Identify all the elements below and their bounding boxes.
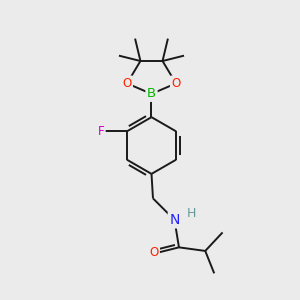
Text: O: O [122, 77, 132, 90]
Text: N: N [169, 213, 180, 227]
Text: H: H [187, 207, 196, 220]
Text: O: O [149, 246, 158, 259]
Text: B: B [147, 87, 156, 101]
Text: O: O [171, 77, 181, 90]
Text: F: F [98, 125, 104, 138]
